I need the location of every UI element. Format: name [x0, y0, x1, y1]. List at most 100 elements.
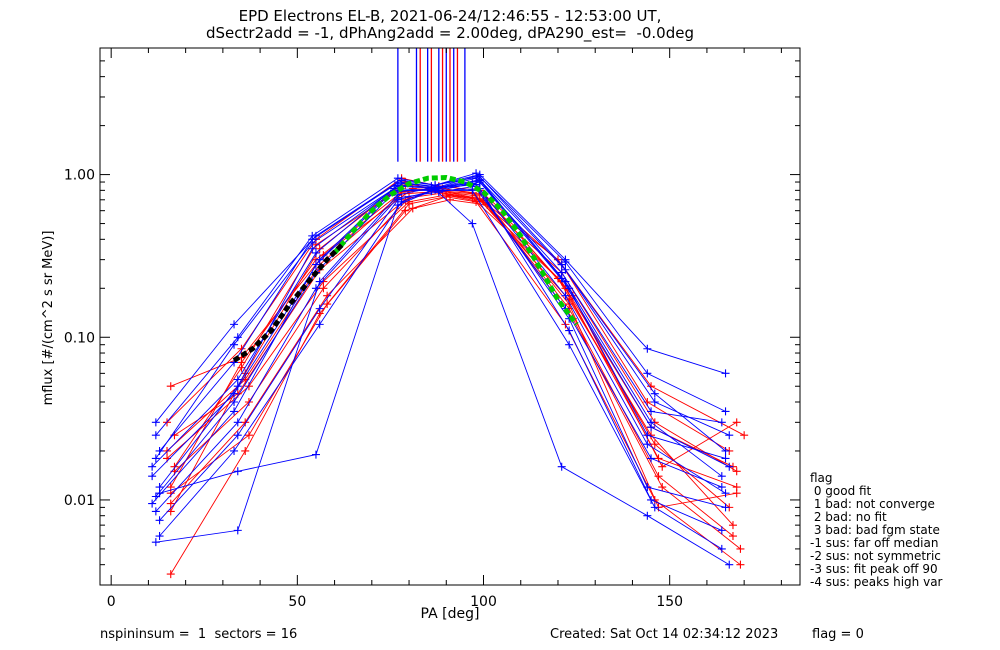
blue-data-point [233, 382, 242, 391]
blue-data-point [647, 454, 656, 463]
blue-data-point [151, 431, 160, 440]
blue-data-point [311, 248, 320, 257]
blue-data-point [427, 186, 436, 195]
blue-data-point [311, 284, 320, 293]
red-data-point [728, 532, 737, 541]
blue-data-point [230, 320, 239, 329]
blue-data-point [151, 418, 160, 427]
red-data-point [166, 382, 175, 391]
plot-vertical-markers [397, 48, 466, 162]
blue-data-point [472, 169, 481, 178]
footer-sector-info: nspininsum = 1 sectors = 16 [100, 627, 298, 642]
red-data-point [732, 489, 741, 498]
blue-data-point [717, 544, 726, 553]
blue-data-point [393, 174, 402, 183]
red-data-point [728, 521, 737, 530]
red-series-line [174, 192, 734, 537]
x-axis-label: PA [deg] [421, 606, 480, 622]
blue-data-point [315, 320, 324, 329]
blue-data-point [647, 407, 656, 416]
blue-data-point [311, 260, 320, 269]
red-series-line [170, 195, 737, 508]
red-data-point [244, 397, 253, 406]
blue-data-point [151, 454, 160, 463]
blue-data-point [148, 462, 157, 471]
blue-data-point [151, 492, 160, 501]
blue-series-line [151, 181, 726, 504]
blue-data-point [717, 418, 726, 427]
blue-data-point [233, 333, 242, 342]
blue-data-point [233, 431, 242, 440]
blue-data-point [725, 462, 734, 471]
x-tick-label: 100 [470, 594, 497, 610]
blue-data-point [151, 507, 160, 516]
legend-item: -4 sus: peaks high var [810, 575, 943, 589]
red-data-point [740, 431, 749, 440]
red-data-point [732, 418, 741, 427]
blue-data-point [717, 483, 726, 492]
red-data-point [446, 191, 454, 200]
legend-heading: flag [810, 471, 833, 485]
blue-data-point [431, 181, 440, 190]
blue-series-line [155, 172, 726, 436]
blue-data-point [315, 304, 324, 313]
blue-data-point [561, 265, 570, 274]
blue-data-point [721, 503, 730, 512]
blue-data-point [725, 431, 734, 440]
red-data-point [323, 300, 332, 309]
legend-item: 1 bad: not converge [810, 497, 935, 511]
blue-data-point [565, 340, 574, 349]
x-tick-label: 0 [107, 594, 116, 610]
blue-data-point [230, 407, 239, 416]
y-axis-label: mflux [#/(cm^2 s sr MeV)] [41, 231, 56, 406]
red-data-point [405, 199, 414, 208]
red-data-point [166, 499, 175, 508]
blue-data-point [721, 454, 730, 463]
x-tick-label: 50 [288, 594, 306, 610]
blue-data-point [308, 231, 317, 240]
red-data-point [237, 363, 246, 372]
red-data-point [170, 462, 179, 471]
blue-data-point [148, 472, 157, 481]
blue-data-point [650, 397, 659, 406]
blue-data-point [155, 516, 164, 525]
blue-data-point [230, 446, 239, 455]
blue-data-point [643, 440, 652, 449]
blue-data-point [557, 462, 566, 471]
black-fit-line [232, 243, 344, 363]
blue-data-point [650, 389, 659, 398]
plot-frame [99, 47, 801, 586]
red-series-line [174, 189, 737, 472]
blue-data-point [151, 538, 160, 547]
red-data-point [241, 418, 250, 427]
blue-data-point [717, 472, 726, 481]
blue-data-point [725, 560, 734, 569]
red-data-point [736, 560, 745, 569]
blue-data-point [721, 446, 730, 455]
red-data-point [658, 462, 667, 471]
blue-data-point [233, 467, 242, 476]
red-data-point [315, 244, 324, 253]
blue-data-point [643, 369, 652, 378]
blue-data-point [561, 258, 570, 267]
legend-item: -1 sus: far off median [810, 536, 939, 550]
legend-item: 2 bad: no fit [810, 510, 887, 524]
blue-data-point [155, 532, 164, 541]
chart-title-line1: EPD Electrons EL-B, 2021-06-24/12:46:55 … [238, 7, 662, 25]
blue-data-point [721, 407, 730, 416]
blue-data-point [233, 526, 242, 535]
blue-data-point [230, 389, 239, 398]
blue-data-point [148, 499, 157, 508]
blue-data-point [315, 255, 324, 264]
blue-data-point [468, 186, 477, 195]
blue-data-point [311, 450, 320, 459]
chart-title-line2: dSectr2add = -1, dPhAng2add = 2.00deg, d… [206, 24, 694, 42]
red-data-point [732, 467, 741, 476]
blue-data-point [717, 526, 726, 535]
legend-item: 3 bad: bad fgm state [810, 523, 940, 537]
blue-data-point [643, 511, 652, 520]
y-tick-label: 0.10 [64, 330, 95, 346]
blue-data-point [647, 423, 656, 432]
blue-data-point [561, 291, 570, 300]
x-tick-label: 150 [656, 594, 683, 610]
